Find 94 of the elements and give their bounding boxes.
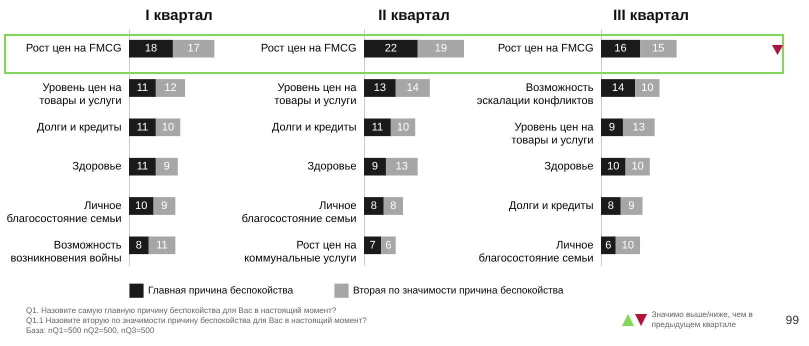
data-label: 8 — [608, 200, 614, 212]
legend-label: Главная причина беспокойства — [148, 286, 294, 297]
data-label: 10 — [641, 82, 654, 94]
bar — [601, 197, 621, 215]
data-label: 11 — [136, 82, 148, 94]
data-label: 11 — [372, 121, 384, 134]
data-label: 9 — [608, 121, 616, 134]
data-label: 12 — [164, 82, 177, 94]
data-label: 17 — [188, 42, 200, 55]
bar — [396, 79, 430, 97]
bar — [129, 197, 154, 215]
bar — [364, 158, 386, 176]
bar — [384, 197, 404, 215]
bar — [616, 236, 640, 254]
bar — [601, 40, 640, 58]
y-tick-label: Личное благосостояние семьи — [6, 200, 122, 225]
text: Q1.1 Назовите вторую по значимости причину беспокойства для Вас в настоящий момент? — [26, 316, 367, 326]
bar — [620, 197, 642, 215]
data-label: 7 — [369, 239, 376, 252]
chart-title: II квартал — [378, 7, 450, 24]
bar — [364, 40, 418, 58]
data-label: 16 — [614, 42, 627, 55]
data-label: 10 — [631, 160, 644, 173]
data-label: 9 — [628, 200, 635, 212]
data-label: 10 — [162, 121, 174, 134]
chart-title: III квартал — [613, 7, 689, 24]
bar — [601, 118, 623, 136]
data-label: 15 — [652, 42, 664, 55]
bar — [622, 118, 655, 136]
data-label: 11 — [136, 121, 148, 134]
y-tick-label: Возможность возникновения войны — [10, 239, 122, 264]
data-label: 6 — [605, 239, 612, 252]
bar — [386, 158, 418, 176]
text: Q1. Назовите самую главную причину беспокойства для Вас в настоящий момент? — [26, 306, 338, 316]
data-label: 10 — [135, 200, 148, 212]
data-label: 22 — [384, 42, 397, 55]
y-tick-label: Здоровье — [544, 160, 594, 173]
bar — [640, 40, 677, 58]
text: 99 — [786, 313, 799, 327]
bar — [364, 197, 384, 215]
bar — [156, 158, 178, 176]
y-tick-label: Здоровье — [72, 160, 122, 173]
bar — [153, 197, 176, 215]
bar — [364, 118, 391, 136]
data-label: 13 — [374, 82, 386, 94]
y-tick-label: Рост цен на FMCG — [498, 42, 594, 55]
y-tick-label: Рост цен на FMCG — [26, 42, 122, 55]
bar — [601, 79, 636, 97]
data-label: 9 — [164, 160, 170, 173]
y-tick-label: Уровень цен на товары и услуги — [274, 82, 358, 107]
text: База: nQ1=500 nQ2=500, nQ3=500 — [26, 326, 156, 336]
y-tick-label: Личное благосостояние семьи — [242, 200, 356, 225]
y-tick-label: Долги и кредиты — [508, 200, 594, 212]
data-label: 13 — [632, 121, 645, 134]
chart-title: I квартал — [145, 7, 213, 24]
data-label: 9 — [372, 160, 378, 173]
bar — [129, 236, 149, 254]
data-label: 10 — [607, 160, 620, 173]
y-tick-label: Личное благосостояние семьи — [478, 239, 594, 264]
y-tick-label: Долги и кредиты — [272, 121, 357, 134]
y-tick-label: Уровень цен на товары и услуги — [39, 82, 122, 107]
bar — [129, 79, 156, 97]
data-label: 14 — [406, 82, 419, 94]
text: Значимо выше/ниже, чем в предыдущем квартале — [652, 310, 754, 330]
data-label: 11 — [156, 239, 168, 252]
data-label: 9 — [161, 200, 168, 212]
data-label: 18 — [144, 42, 158, 55]
data-label: 8 — [136, 239, 142, 252]
data-label: 10 — [396, 121, 410, 134]
y-tick-label: Возможность эскалации конфликтов — [476, 82, 594, 107]
bar — [129, 40, 173, 58]
data-label: 6 — [385, 239, 392, 252]
data-label: 13 — [396, 160, 408, 173]
y-tick-label: Рост цен на коммунальные услуги — [244, 239, 358, 264]
bar — [364, 79, 396, 97]
data-label: 11 — [136, 160, 148, 173]
bar — [172, 40, 214, 58]
bar — [364, 236, 382, 254]
y-tick-label: Уровень цен на товары и услуги — [511, 121, 594, 146]
bar — [129, 118, 156, 136]
bar — [156, 79, 186, 97]
y-tick-label: Долги и кредиты — [36, 121, 122, 134]
bar — [418, 40, 464, 58]
data-label: 19 — [434, 42, 447, 55]
data-label: 8 — [390, 200, 396, 212]
legend-label: Вторая по значимости причина беспокойства — [353, 286, 564, 297]
data-label: 8 — [370, 200, 377, 212]
y-tick-label: Рост цен на FMCG — [260, 42, 356, 55]
bar — [129, 158, 156, 176]
bar — [635, 79, 660, 97]
bar — [148, 236, 176, 254]
y-tick-label: Здоровье — [307, 160, 356, 173]
data-label: 10 — [622, 239, 634, 252]
data-label: 14 — [612, 82, 624, 94]
